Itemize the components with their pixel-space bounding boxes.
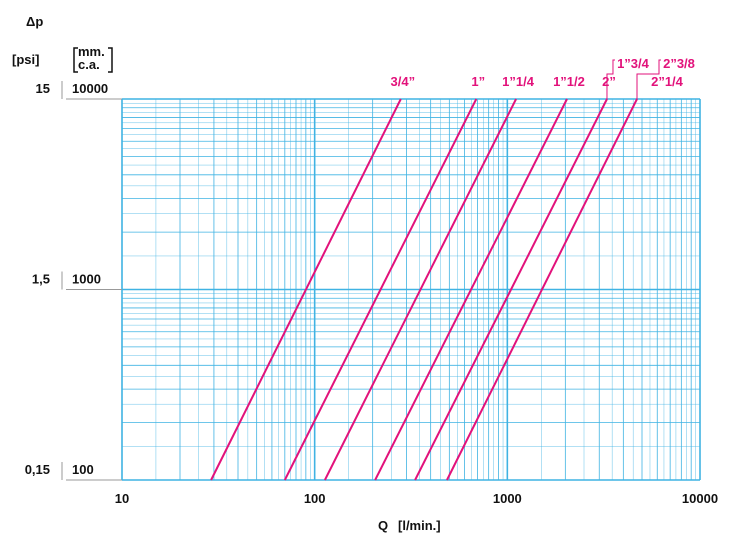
series-line bbox=[210, 98, 402, 481]
y2-tick-label: 1,5 bbox=[32, 272, 50, 287]
series-line bbox=[283, 98, 478, 481]
x-label: Q bbox=[378, 518, 388, 533]
legend-label: 2” bbox=[602, 74, 616, 89]
y2-tick-label: 15 bbox=[36, 81, 50, 96]
y2-tick-label: 0,15 bbox=[25, 462, 50, 477]
legend-label: 2”3/8 bbox=[663, 56, 695, 71]
y-unit: mm. bbox=[78, 44, 105, 59]
legend-label: 1”1/4 bbox=[502, 74, 535, 89]
y-label: Δp bbox=[26, 14, 43, 29]
x-tick-label: 10 bbox=[115, 491, 129, 506]
leader-line bbox=[606, 59, 615, 99]
series-line bbox=[323, 98, 517, 481]
series-line bbox=[374, 98, 568, 481]
y-tick-label: 100 bbox=[72, 462, 94, 477]
x-tick-label: 1000 bbox=[493, 491, 522, 506]
y-unit: c.a. bbox=[78, 57, 100, 72]
unit-bracket bbox=[73, 47, 113, 73]
legend-label: 1”1/2 bbox=[553, 74, 585, 89]
y-tick-label: 1000 bbox=[72, 272, 101, 287]
legend-label: 2”1/4 bbox=[651, 74, 684, 89]
x-tick-label: 100 bbox=[304, 491, 326, 506]
leader-line bbox=[636, 59, 662, 99]
series-line bbox=[414, 98, 608, 481]
y2-unit: [psi] bbox=[12, 52, 39, 67]
series-line bbox=[446, 98, 638, 481]
legend-label: 3/4” bbox=[391, 74, 416, 89]
y-tick-label: 10000 bbox=[72, 81, 108, 96]
legend-label: 1” bbox=[471, 74, 485, 89]
legend-label: 1”3/4 bbox=[617, 56, 650, 71]
x-tick-label: 10000 bbox=[682, 491, 718, 506]
x-unit: [l/min.] bbox=[398, 518, 441, 533]
